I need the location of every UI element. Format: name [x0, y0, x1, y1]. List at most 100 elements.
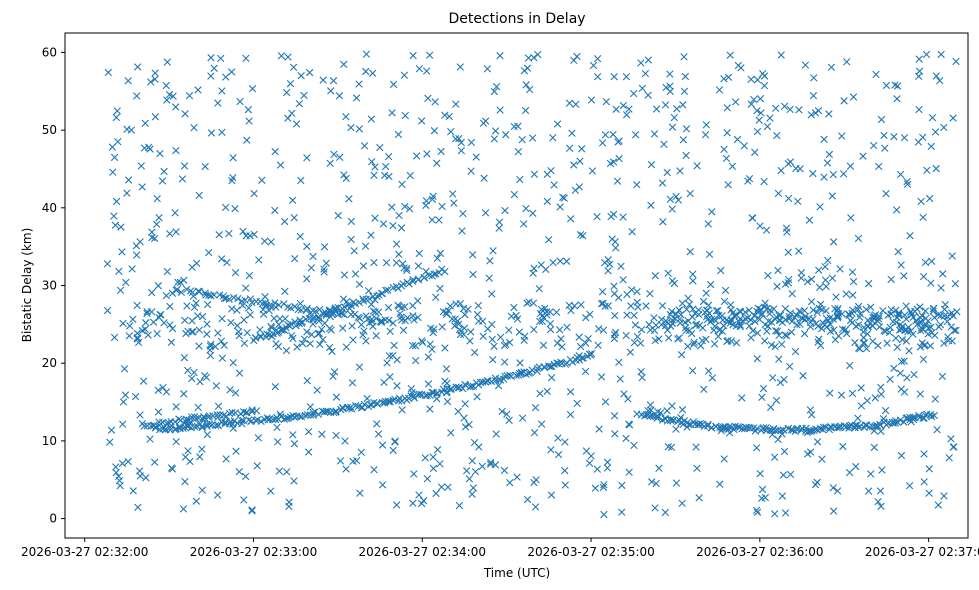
detection-marker [680, 53, 688, 61]
detection-marker [948, 252, 956, 260]
detection-marker [617, 262, 625, 271]
detection-marker [549, 258, 557, 267]
detection-marker [854, 234, 863, 243]
detection-marker [185, 92, 194, 100]
detection-marker [747, 100, 756, 108]
detection-marker [159, 383, 167, 392]
detection-marker [523, 495, 532, 504]
detection-marker [771, 426, 780, 435]
detection-marker [359, 295, 367, 303]
detection-marker [682, 305, 691, 314]
detection-marker [903, 180, 912, 189]
detection-marker [188, 317, 196, 325]
detection-marker [383, 359, 391, 367]
x-axis-label: Time (UTC) [483, 566, 550, 580]
detection-marker [688, 366, 697, 375]
detection-marker [864, 487, 873, 495]
detection-marker [731, 422, 739, 430]
detection-marker [445, 112, 453, 121]
detection-marker [593, 465, 601, 473]
detection-marker [154, 282, 162, 290]
detection-marker [210, 64, 218, 72]
detection-marker [378, 481, 387, 489]
detection-marker [432, 293, 440, 301]
detection-marker [203, 300, 212, 309]
detection-marker [819, 423, 828, 431]
detection-marker [856, 310, 865, 318]
detection-marker [151, 69, 159, 77]
detection-marker [631, 131, 640, 139]
detection-marker [587, 452, 595, 460]
detection-marker [332, 393, 341, 401]
detection-marker [791, 313, 799, 322]
detection-marker [500, 466, 509, 475]
detection-marker [519, 220, 528, 228]
detection-marker [803, 277, 812, 286]
detection-marker [356, 314, 364, 322]
detection-marker [385, 172, 393, 181]
detection-marker [633, 287, 641, 296]
detection-marker [505, 326, 513, 334]
detection-marker [457, 327, 465, 335]
detection-marker [753, 106, 761, 115]
detection-marker [520, 66, 529, 75]
detection-marker [561, 466, 569, 475]
detection-marker [180, 390, 188, 398]
detection-marker [795, 106, 803, 114]
detection-marker [515, 369, 524, 378]
detection-marker [115, 476, 124, 485]
detection-marker [925, 465, 934, 473]
detection-marker [406, 171, 414, 180]
detection-marker [651, 336, 659, 345]
detection-marker [918, 339, 926, 347]
detection-marker [210, 291, 218, 299]
detection-marker [320, 268, 328, 276]
detection-marker [575, 333, 583, 341]
detection-marker [636, 339, 645, 347]
detection-marker [154, 408, 163, 416]
detection-marker [303, 328, 311, 336]
detection-marker [814, 322, 822, 330]
detection-marker [784, 275, 793, 284]
detection-marker [254, 434, 263, 442]
detection-marker [218, 128, 226, 136]
detection-marker [314, 330, 322, 338]
y-tick-label: 50 [42, 123, 57, 137]
detection-marker [887, 275, 895, 284]
detection-marker [351, 270, 360, 278]
detection-marker [332, 407, 340, 415]
detection-marker [731, 98, 740, 106]
detection-marker [522, 81, 530, 89]
detection-marker [172, 103, 180, 111]
detection-marker [455, 501, 464, 510]
detection-marker [450, 199, 458, 207]
detection-marker [892, 318, 901, 326]
detection-marker [391, 395, 399, 403]
detection-marker [459, 304, 468, 313]
detection-marker [623, 311, 631, 319]
detection-marker [727, 337, 736, 345]
detection-marker [663, 168, 671, 177]
detection-marker [113, 107, 121, 115]
detection-marker [652, 479, 660, 488]
detection-marker [309, 306, 317, 315]
detection-marker [381, 286, 390, 294]
detection-marker [409, 312, 417, 320]
detection-marker [854, 305, 862, 314]
detection-marker [246, 295, 255, 303]
detection-marker [722, 154, 731, 163]
detection-marker [900, 272, 908, 280]
detection-marker [779, 471, 788, 479]
detection-marker [602, 98, 610, 106]
detection-marker [276, 161, 285, 169]
detection-marker [229, 154, 237, 162]
detection-marker [857, 384, 865, 392]
detection-marker [699, 324, 707, 332]
detection-marker [758, 494, 766, 502]
detection-marker [255, 256, 263, 264]
detection-marker [195, 287, 204, 296]
detection-marker [153, 194, 161, 203]
detection-marker [225, 295, 233, 303]
detection-marker [633, 333, 642, 341]
detection-marker [180, 162, 189, 170]
